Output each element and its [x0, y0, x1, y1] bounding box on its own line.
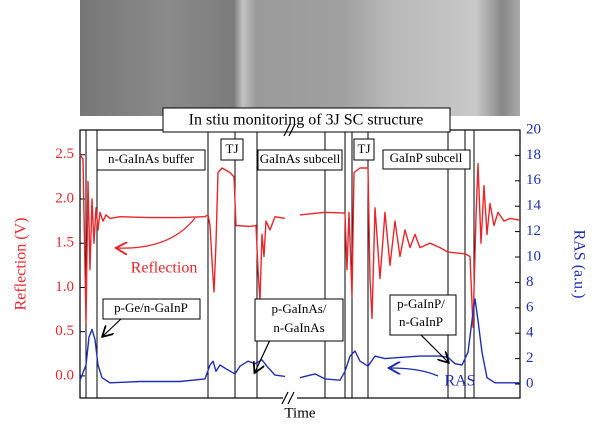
- y2-tick-label: 10: [526, 248, 541, 264]
- axis-break: [281, 391, 295, 405]
- y2-tick-label: 20: [526, 121, 541, 137]
- y-tick-label: 0.5: [55, 323, 74, 339]
- annotation: Reflection: [131, 260, 198, 277]
- annotation: n-GaInP: [399, 314, 443, 329]
- y2-tick-label: 4: [526, 325, 534, 341]
- annotation: GaInP subcell: [390, 150, 463, 165]
- y2-tick-label: 0: [526, 375, 534, 391]
- annotation: n-GaInAs: [273, 320, 324, 335]
- y2-tick-label: 16: [526, 172, 542, 188]
- annotation: n-GaInAs buffer: [108, 151, 195, 166]
- x-axis-label: Time: [284, 405, 315, 421]
- annotation: GaInAs subcell: [260, 151, 341, 166]
- y-tick-label: 2.5: [55, 146, 74, 162]
- annotation: TJ: [226, 141, 239, 156]
- y-tick-label: 0.0: [55, 367, 74, 383]
- y-axis-label: Reflection (V): [13, 218, 30, 311]
- reflection-arrow: [117, 217, 196, 248]
- annotation-box: [254, 298, 344, 342]
- annotation-box: [389, 294, 457, 336]
- y2-tick-label: 2: [526, 350, 534, 366]
- y2-tick-label: 18: [526, 147, 541, 163]
- y2-tick-label: 8: [526, 274, 534, 290]
- y-tick-label: 1.5: [55, 235, 74, 251]
- axis-break: [283, 123, 296, 137]
- y-tick-label: 2.0: [55, 190, 74, 206]
- annotation: p-Ge/n-GaInP: [114, 300, 188, 315]
- y2-tick-label: 12: [526, 223, 541, 239]
- annotation-box: [353, 138, 375, 161]
- annotation-box: [257, 149, 343, 171]
- tem-image: [80, 0, 520, 116]
- ras-arrow: [390, 368, 439, 377]
- annotation: p-GaInP/: [397, 296, 445, 311]
- annotation-box: [102, 298, 201, 320]
- title-box: [162, 107, 451, 133]
- annotation-arrow: [103, 317, 123, 336]
- annotation-arrow: [255, 339, 271, 372]
- annotation-box: [96, 149, 206, 171]
- annotation: TJ: [358, 141, 371, 156]
- y2-axis-label: RAS (a.u.): [570, 230, 587, 299]
- chart-title: In stiu monitoring of 3J SC structure: [189, 112, 424, 129]
- y-tick-label: 1.0: [55, 279, 74, 295]
- annotation: RAS: [444, 373, 475, 390]
- annotation: p-GaInAs/: [272, 301, 327, 316]
- y2-tick-label: 14: [526, 198, 542, 214]
- annotation-box: [220, 138, 244, 161]
- annotation-box: [382, 149, 471, 170]
- y2-tick-label: 6: [526, 299, 534, 315]
- annotation-arrow: [419, 333, 448, 362]
